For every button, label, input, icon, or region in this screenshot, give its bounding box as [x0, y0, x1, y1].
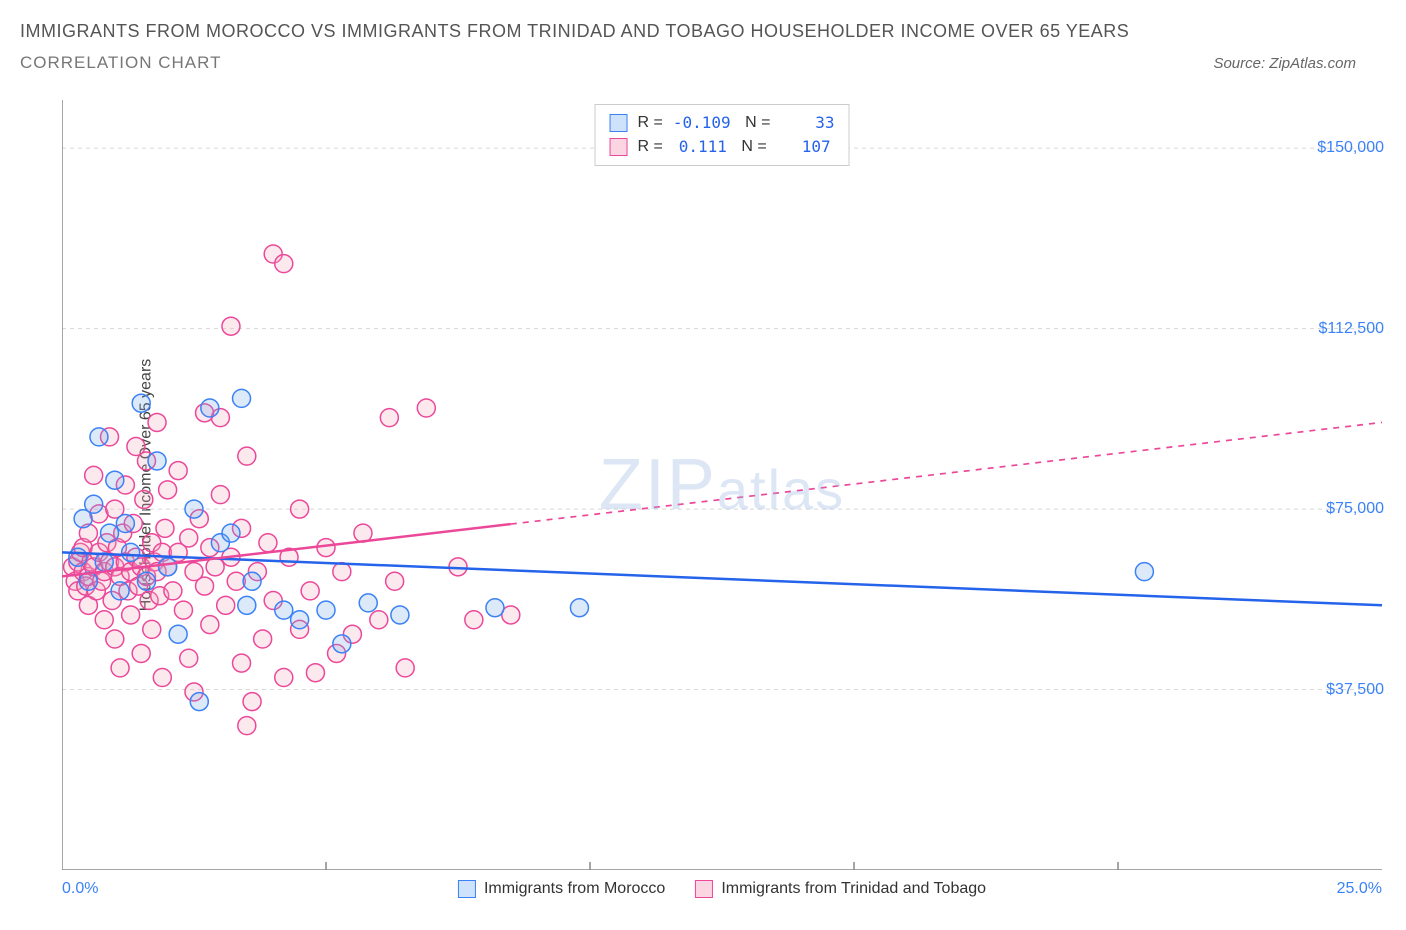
legend-swatch-trinidad	[695, 880, 713, 898]
stats-box: R =-0.109 N =33 R =0.111 N =107	[595, 104, 850, 166]
x-tick-max: 25.0%	[1337, 880, 1382, 898]
source-attribution: Source: ZipAtlas.com	[1213, 55, 1356, 72]
page-subtitle: CORRELATION CHART	[20, 53, 222, 73]
legend-item-trinidad: Immigrants from Trinidad and Tobago	[695, 880, 986, 898]
y-tick-3: $150,000	[1317, 139, 1384, 157]
scatter-plot-svg	[62, 100, 1382, 870]
legend-swatch-morocco	[458, 880, 476, 898]
legend-label-trinidad: Immigrants from Trinidad and Tobago	[721, 880, 986, 898]
legend-label-morocco: Immigrants from Morocco	[484, 880, 665, 898]
correlation-chart: Householder Income Over 65 years ZIPatla…	[62, 100, 1382, 870]
bottom-legend: Immigrants from Morocco Immigrants from …	[458, 880, 986, 898]
legend-item-morocco: Immigrants from Morocco	[458, 880, 665, 898]
swatch-trinidad	[610, 138, 628, 156]
x-tick-min: 0.0%	[62, 880, 98, 898]
swatch-morocco	[610, 114, 628, 132]
stats-row-trinidad: R =0.111 N =107	[610, 135, 835, 159]
y-tick-2: $112,500	[1318, 320, 1384, 338]
y-tick-0: $37,500	[1326, 681, 1384, 699]
page-title: IMMIGRANTS FROM MOROCCO VS IMMIGRANTS FR…	[20, 18, 1386, 45]
stats-row-morocco: R =-0.109 N =33	[610, 111, 835, 135]
y-tick-1: $75,000	[1326, 500, 1384, 518]
